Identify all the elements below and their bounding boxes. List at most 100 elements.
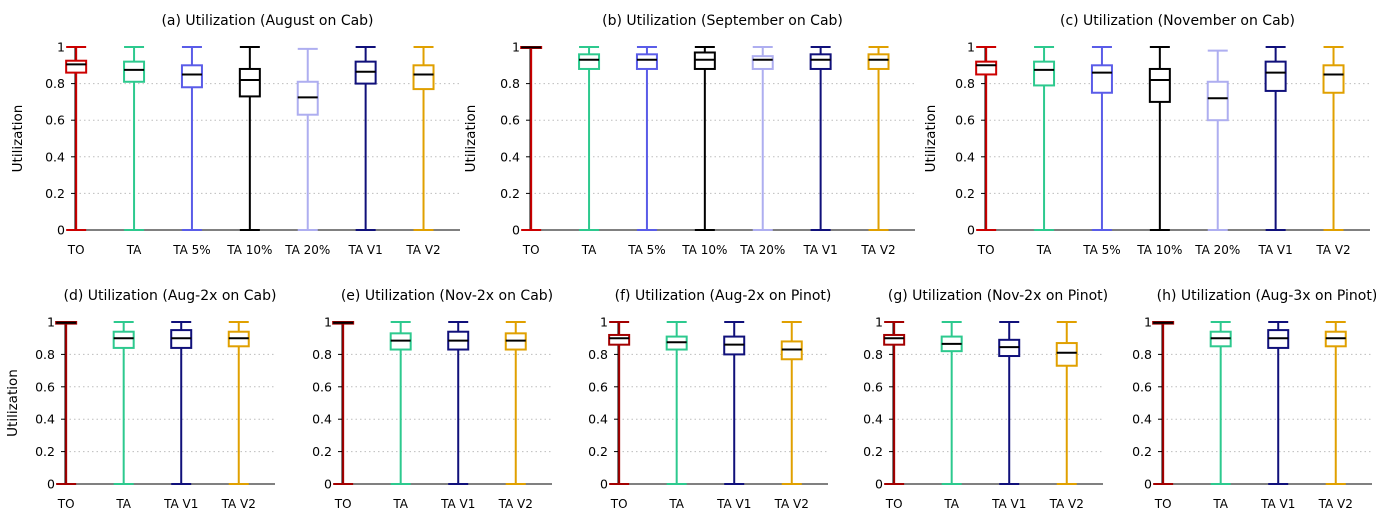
x-tick-label: TA V1 [347, 243, 382, 257]
y-tick-label: 0.8 [863, 347, 883, 362]
y-tick-label: 0.2 [312, 444, 332, 459]
chart-panel-3: (d) Utilization (Aug-2x on Cab) 0 0.2 0.4 0.… [5, 288, 276, 511]
x-tick-label: TA 20% [739, 243, 785, 257]
box-ta-v1 [170, 321, 193, 485]
box-ta-v1 [809, 46, 832, 231]
chart-title: (b) Utilization (September on Cab) [602, 13, 843, 29]
y-tick-label: 0.8 [500, 76, 520, 91]
y-tick-label: 0.4 [312, 412, 332, 427]
chart-panel-4: (e) Utilization (Nov-2x on Cab) 0 0.2 0.4 0.… [312, 288, 553, 511]
box-ta-v2 [412, 46, 435, 231]
x-tick-label: TA V2 [221, 497, 256, 511]
y-tick-label: 0.6 [863, 379, 883, 394]
box-to [55, 321, 78, 485]
box-ta-v1 [354, 46, 377, 231]
x-tick-label: TA [1212, 497, 1228, 511]
y-tick-label: 0 [875, 477, 883, 492]
y-tick-label: 0.8 [588, 347, 608, 362]
y-tick-label: 0.4 [863, 412, 883, 427]
x-tick-label: TA V2 [774, 497, 809, 511]
box-body [867, 53, 890, 70]
y-tick-label: 1 [875, 315, 883, 330]
y-tick-label: 0.8 [1132, 347, 1152, 362]
x-tick-label: TO [610, 497, 628, 511]
y-tick-label: 1 [600, 315, 608, 330]
chart-panel-1: (b) Utilization (September on Cab) 0 0.2 0.… [463, 13, 915, 257]
box-body [608, 333, 631, 346]
x-tick-label: TA V2 [1318, 497, 1353, 511]
box-ta-v1 [998, 321, 1021, 485]
x-tick-label: TO [67, 243, 85, 257]
box-body [1090, 64, 1113, 94]
y-axis-label: Utilization [10, 105, 26, 173]
x-tick-label: TO [1154, 497, 1172, 511]
y-tick-label: 0.4 [588, 412, 608, 427]
chart-panel-2: (c) Utilization (November on Cab) 0 0.2 0.4… [923, 13, 1370, 257]
box-body [1055, 342, 1078, 367]
x-tick-label: TA 20% [1194, 243, 1240, 257]
box-ta [940, 321, 963, 485]
y-tick-label: 0 [1144, 477, 1152, 492]
x-tick-label: TO [57, 497, 75, 511]
y-tick-label: 0 [47, 477, 55, 492]
x-tick-label: TA V1 [991, 497, 1026, 511]
y-tick-label: 0 [600, 477, 608, 492]
x-tick-label: TA 5% [627, 243, 665, 257]
chart-title: (c) Utilization (November on Cab) [1060, 13, 1295, 29]
box-ta [1209, 321, 1232, 485]
y-tick-label: 0.6 [312, 379, 332, 394]
y-tick-label: 1 [512, 40, 520, 55]
x-tick-label: TA [1036, 243, 1052, 257]
box-ta-20- [751, 46, 774, 231]
y-tick-label: 0 [967, 223, 975, 238]
box-body [635, 53, 658, 70]
y-tick-label: 0.6 [500, 113, 520, 128]
box-ta-10- [1148, 46, 1171, 231]
box-ta-5- [180, 46, 203, 231]
y-tick-label: 0.2 [955, 186, 975, 201]
box-body [975, 60, 998, 76]
x-tick-label: TA V1 [440, 497, 475, 511]
x-tick-label: TA 10% [681, 243, 727, 257]
box-ta-5- [635, 46, 658, 231]
x-tick-label: TA 20% [284, 243, 330, 257]
box-ta-10- [693, 46, 716, 231]
x-tick-label: TA 5% [172, 243, 210, 257]
box-to [520, 46, 543, 231]
x-tick-label: TA V2 [405, 243, 440, 257]
x-tick-label: TA V1 [716, 497, 751, 511]
box-ta [123, 46, 146, 231]
box-ta-v2 [867, 46, 890, 231]
chart-title: (h) Utilization (Aug-3x on Pinot) [1157, 288, 1376, 304]
x-tick-label: TA [392, 497, 408, 511]
x-tick-label: TA V1 [1257, 243, 1292, 257]
box-ta-v2 [1055, 321, 1078, 485]
box-ta [1033, 46, 1056, 231]
x-tick-label: TO [334, 497, 352, 511]
y-tick-label: 0.6 [1132, 379, 1152, 394]
box-ta [665, 321, 688, 485]
box-ta-v2 [1322, 46, 1345, 231]
box-ta-v2 [1324, 321, 1347, 485]
box-ta-v1 [723, 321, 746, 485]
box-to [65, 46, 88, 231]
box-body [578, 53, 601, 70]
box-body [1206, 80, 1229, 122]
y-tick-label: 0 [57, 223, 65, 238]
chart-panel-6: (g) Utilization (Nov-2x on Pinot) 0 0.2 0.4… [863, 288, 1108, 511]
box-to [975, 46, 998, 231]
box-body [238, 67, 261, 98]
chart-title: (d) Utilization (Aug-2x on Cab) [64, 288, 277, 304]
x-tick-label: TA V2 [1315, 243, 1350, 257]
box-ta-v1 [447, 321, 470, 485]
y-tick-label: 0.6 [955, 113, 975, 128]
y-tick-label: 0.8 [35, 347, 55, 362]
box-ta-v2 [227, 321, 250, 485]
y-axis-label: Utilization [5, 369, 21, 437]
y-tick-label: 0.2 [588, 444, 608, 459]
x-tick-label: TA [115, 497, 131, 511]
y-tick-label: 0 [512, 223, 520, 238]
box-to [1152, 321, 1175, 485]
box-ta [389, 321, 412, 485]
